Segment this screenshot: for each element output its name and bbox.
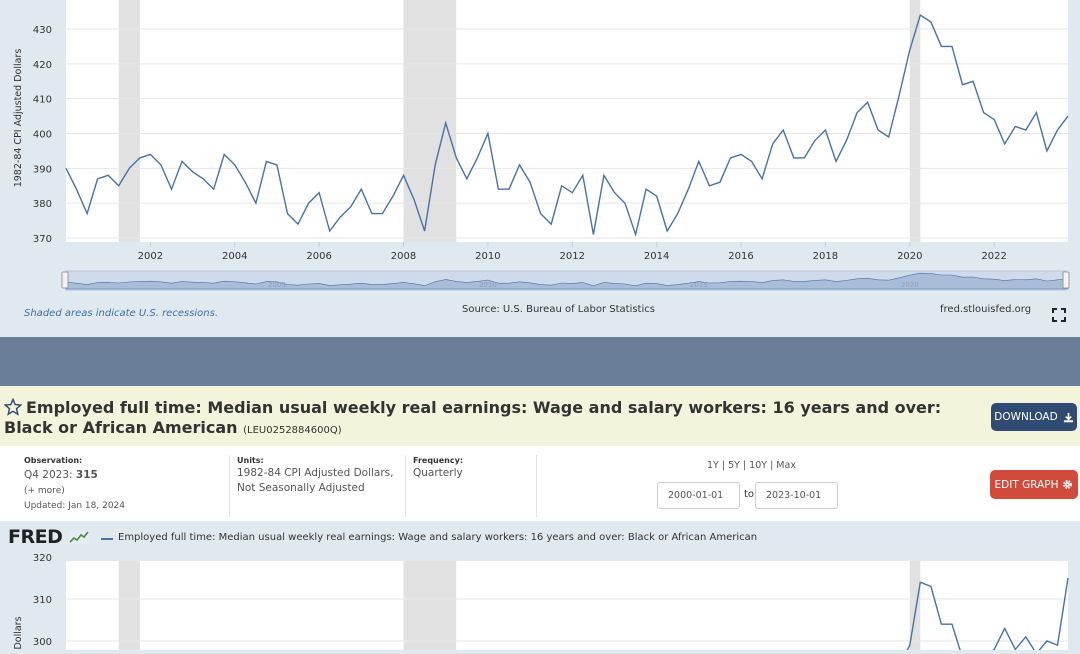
divider: [229, 455, 230, 517]
series-line: [904, 577, 1069, 654]
y-tick-label: 400: [33, 130, 52, 141]
edit-graph-label: EDIT GRAPH: [994, 478, 1059, 491]
x-tick-label: 2020: [897, 251, 922, 262]
gear-icon: [1063, 480, 1073, 489]
navigator-tick-label: 2010: [479, 281, 497, 289]
series-header: [0, 386, 1080, 446]
units-label: Units:: [237, 456, 264, 465]
series-line: [65, 14, 1069, 238]
x-tick-label: 2012: [560, 251, 585, 262]
plot-area: [66, 0, 1068, 242]
chart-panel-main: 370 380 390 400 410 420 430 2002 2004 2006 2008 20…: [13, 0, 1070, 322]
units-line-2: Not Seasonally Adjusted: [237, 482, 365, 494]
recession-band: [403, 0, 457, 242]
divider: [405, 455, 406, 517]
series-id: (LEU0252884600Q): [243, 425, 342, 436]
legend-label: Employed full time: Median usual weekly …: [118, 532, 758, 543]
download-button-label: DOWNLOAD: [994, 411, 1058, 423]
navigator-right-handle[interactable]: [1062, 271, 1070, 289]
x-tick-label: 2016: [728, 251, 753, 262]
units-line-1: 1982-84 CPI Adjusted Dollars,: [237, 467, 394, 479]
fred-url[interactable]: fred.stlouisfed.org: [940, 304, 1032, 315]
y-tick-label: 380: [33, 199, 52, 210]
fullscreen-icon[interactable]: [1052, 308, 1066, 322]
recession-band: [909, 0, 921, 242]
chart-panel-secondary: 300 310 320 Dollars: [0, 548, 1080, 654]
y-axis-label: Dollars: [13, 616, 24, 649]
end-date-input[interactable]: [755, 482, 838, 509]
plot-area: [66, 561, 1068, 650]
y-tick-label: 370: [33, 234, 52, 245]
frequency-label: Frequency:: [413, 456, 464, 465]
legend-swatch: [101, 538, 113, 540]
download-button[interactable]: DOWNLOAD: [991, 403, 1077, 431]
y-tick-label: 320: [33, 553, 52, 564]
x-tick-label: 2014: [644, 251, 669, 262]
start-date-input[interactable]: [657, 482, 740, 509]
navigator-left-handle[interactable]: [61, 271, 69, 289]
fred-logo[interactable]: FRED: [8, 526, 89, 548]
fred-logo-text: FRED: [8, 526, 63, 548]
fred-logo-graph-icon: [68, 530, 89, 544]
y-tick-label: 300: [33, 637, 52, 648]
x-tick-label: 2006: [306, 251, 331, 262]
series-title: Employed full time: Median usual weekly …: [4, 398, 984, 441]
range-navigator[interactable]: 2005 2010 2015 2020: [61, 270, 1070, 291]
y-tick-label: 390: [33, 164, 52, 175]
series-info-row: [0, 446, 1080, 521]
navigator-tick-label: 2015: [690, 281, 708, 289]
x-tick-label: 2018: [813, 251, 838, 262]
divider: [536, 455, 537, 517]
x-tick-label: 2002: [138, 251, 163, 262]
x-tick-label: 2004: [222, 251, 247, 262]
download-icon: [1063, 412, 1073, 422]
navigator-tick-label: 2005: [268, 281, 286, 289]
recession-band: [909, 561, 921, 650]
navigator-tick-label: 2020: [901, 281, 919, 289]
recession-band: [403, 561, 457, 650]
y-axis-label: 1982-84 CPI Adjusted Dollars: [13, 49, 24, 188]
recession-band: [118, 0, 140, 242]
recession-band: [118, 561, 140, 650]
separator-band: [0, 337, 1080, 386]
range-links[interactable]: 1Y | 5Y | 10Y | Max: [707, 460, 796, 471]
x-tick-label: 2010: [475, 251, 500, 262]
line-chart: 370 380 390 400 410 420 430 2002 2004 2006 2008 20…: [13, 0, 1070, 291]
observation-value: 315: [75, 469, 98, 481]
frequency-value: Quarterly: [413, 467, 463, 479]
source-note[interactable]: Source: U.S. Bureau of Labor Statistics: [462, 304, 655, 315]
observation-period: Q4 2023:: [24, 469, 73, 481]
y-tick-label: 420: [33, 60, 52, 71]
updated-date: Updated: Jan 18, 2024: [24, 501, 126, 511]
y-tick-label: 410: [33, 95, 52, 106]
more-link[interactable]: (+ more): [24, 486, 65, 496]
observation-value-line: Q4 2023: 315: [24, 468, 98, 483]
x-tick-label: 2008: [391, 251, 416, 262]
line-chart: 300 310 320 Dollars: [13, 553, 1069, 654]
recession-note: Shaded areas indicate U.S. recessions.: [24, 308, 219, 319]
y-tick-label: 310: [33, 595, 52, 606]
date-range-separator: to: [744, 489, 755, 500]
series-title-text: Employed full time: Median usual weekly …: [4, 398, 942, 437]
observation-label: Observation:: [24, 456, 83, 465]
star-icon[interactable]: [4, 398, 22, 416]
y-tick-label: 430: [33, 25, 52, 36]
x-tick-label: 2022: [981, 251, 1006, 262]
edit-graph-button[interactable]: EDIT GRAPH: [990, 470, 1078, 499]
